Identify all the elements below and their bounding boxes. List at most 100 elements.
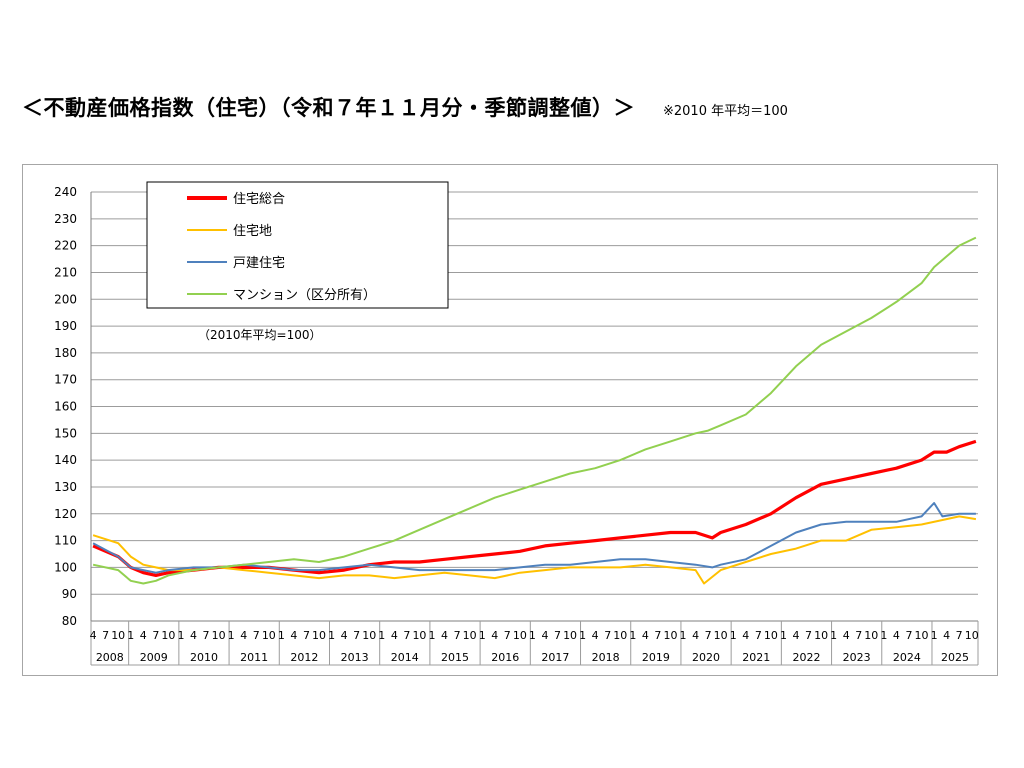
x-month-label: 4 (792, 629, 799, 642)
y-tick-label: 140 (54, 453, 77, 467)
x-year-label: 2024 (893, 651, 921, 664)
x-month-label: 4 (441, 629, 448, 642)
y-tick-label: 100 (54, 560, 77, 574)
base-year-note: ※2010 年平均＝100 (663, 104, 788, 119)
y-tick-label: 230 (54, 212, 77, 226)
x-year-label: 2013 (341, 651, 369, 664)
x-month-label: 10 (212, 629, 226, 642)
x-month-label: 10 (362, 629, 376, 642)
x-month-label: 1 (629, 629, 636, 642)
x-month-label: 7 (855, 629, 862, 642)
x-month-label: 10 (965, 629, 979, 642)
x-month-label: 7 (554, 629, 561, 642)
x-month-label: 1 (378, 629, 385, 642)
y-tick-label: 120 (54, 507, 77, 521)
x-month-label: 7 (805, 629, 812, 642)
x-month-label: 1 (830, 629, 837, 642)
x-year-label: 2012 (290, 651, 318, 664)
x-year-label: 2018 (592, 651, 620, 664)
x-month-label: 7 (102, 629, 109, 642)
x-month-label: 10 (915, 629, 929, 642)
y-tick-label: 210 (54, 265, 77, 279)
x-year-label: 2011 (240, 651, 268, 664)
x-month-label: 1 (529, 629, 536, 642)
x-month-label: 10 (513, 629, 527, 642)
y-tick-label: 150 (54, 426, 77, 440)
x-month-label: 7 (956, 629, 963, 642)
x-month-label: 7 (755, 629, 762, 642)
y-axis-ticks: 80 90 100 110 120 130 140 150 160 170 180 190 200 210… (54, 185, 92, 628)
y-tick-label: 80 (62, 614, 77, 628)
x-month-label: 1 (479, 629, 486, 642)
x-month-label: 7 (152, 629, 159, 642)
x-month-label: 10 (613, 629, 627, 642)
x-month-label: 7 (654, 629, 661, 642)
x-month-label: 10 (814, 629, 828, 642)
x-month-label: 4 (742, 629, 749, 642)
legend-box (146, 181, 449, 309)
x-month-label: 4 (491, 629, 498, 642)
x-month-label: 4 (190, 629, 197, 642)
series-line (92, 439, 977, 577)
x-month-label: 7 (454, 629, 461, 642)
x-month-label: 1 (680, 629, 687, 642)
y-tick-label: 220 (54, 239, 77, 253)
x-month-label: 10 (563, 629, 577, 642)
legend-label: 住宅総合 (233, 192, 285, 207)
x-month-label: 4 (90, 629, 97, 642)
x-month-label: 1 (177, 629, 184, 642)
y-tick-label: 160 (54, 400, 77, 414)
x-month-label: 10 (412, 629, 426, 642)
x-year-label: 2025 (941, 651, 969, 664)
x-year-label: 2014 (391, 651, 419, 664)
x-month-label: 7 (253, 629, 260, 642)
y-tick-label: 130 (54, 480, 77, 494)
x-month-label: 1 (931, 629, 938, 642)
x-month-label: 4 (240, 629, 247, 642)
x-month-label: 1 (579, 629, 586, 642)
x-year-label: 2008 (96, 651, 124, 664)
x-month-label: 10 (312, 629, 326, 642)
x-year-label: 2017 (541, 651, 569, 664)
x-month-label: 10 (111, 629, 125, 642)
x-month-label: 4 (341, 629, 348, 642)
x-axis: 4 7 10 1 4 7 10 1 4 7 10 1 4 7 10 1 4 7 10 1 4 7 10 1 4 7 10 1 4 7 10 1… (90, 620, 979, 666)
x-month-label: 1 (780, 629, 787, 642)
x-month-label: 10 (262, 629, 276, 642)
x-year-label: 2010 (190, 651, 218, 664)
x-month-label: 4 (391, 629, 398, 642)
legend-label: 住宅地 (233, 224, 272, 239)
x-month-label: 7 (303, 629, 310, 642)
x-month-label: 4 (290, 629, 297, 642)
series-lines (92, 236, 977, 585)
x-month-label: 7 (905, 629, 912, 642)
series-line (92, 236, 977, 585)
y-tick-label: 240 (54, 185, 77, 199)
x-year-label: 2020 (692, 651, 720, 664)
y-tick-label: 110 (54, 534, 77, 548)
y-tick-label: 170 (54, 373, 77, 387)
x-month-label: 7 (504, 629, 511, 642)
x-year-label: 2021 (742, 651, 770, 664)
x-month-label: 1 (730, 629, 737, 642)
x-month-label: 10 (463, 629, 477, 642)
x-month-label: 10 (864, 629, 878, 642)
x-month-label: 10 (714, 629, 728, 642)
x-month-label: 4 (943, 629, 950, 642)
y-tick-label: 190 (54, 319, 77, 333)
x-month-label: 10 (663, 629, 677, 642)
x-month-label: 1 (328, 629, 335, 642)
legend-label: マンション（区分所有） (233, 288, 376, 303)
x-month-label: 4 (642, 629, 649, 642)
chart-base-note: （2010年平均=100） (198, 328, 322, 342)
x-year-label: 2023 (843, 651, 871, 664)
x-month-label: 1 (880, 629, 887, 642)
x-month-label: 10 (161, 629, 175, 642)
chart-frame: 80 90 100 110 120 130 140 150 160 170 180 190 200 210… (22, 164, 998, 676)
y-tick-label: 200 (54, 292, 77, 306)
x-month-label: 7 (403, 629, 410, 642)
x-year-label: 2009 (140, 651, 168, 664)
x-year-label: 2019 (642, 651, 670, 664)
line-chart: 8090100110120130140150160170180190200210… (54, 181, 979, 666)
